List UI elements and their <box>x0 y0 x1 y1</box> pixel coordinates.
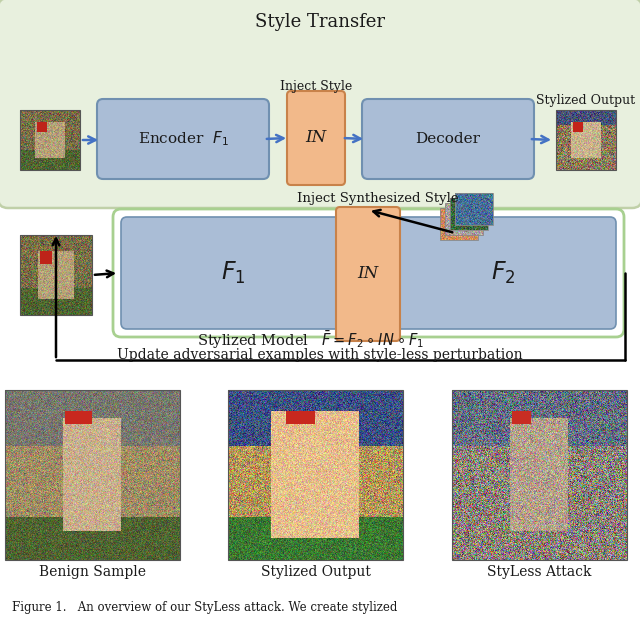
Bar <box>450 198 488 230</box>
Text: Encoder  $\mathit{F}_1$: Encoder $\mathit{F}_1$ <box>138 129 228 148</box>
Text: IN: IN <box>305 129 326 146</box>
Text: Update adversarial examples with style-less perturbation: Update adversarial examples with style-l… <box>117 348 523 362</box>
Text: StyLess Attack: StyLess Attack <box>487 565 592 579</box>
Bar <box>452 390 627 560</box>
Bar <box>445 203 483 235</box>
Text: IN: IN <box>357 266 379 283</box>
Text: Style Transfer: Style Transfer <box>255 13 385 31</box>
FancyBboxPatch shape <box>97 99 269 179</box>
Bar <box>228 390 403 560</box>
Text: Inject Style: Inject Style <box>280 80 352 93</box>
FancyBboxPatch shape <box>287 91 345 185</box>
Text: Benign Sample: Benign Sample <box>39 565 146 579</box>
Text: Decoder: Decoder <box>415 132 481 146</box>
Bar <box>20 235 92 315</box>
Bar <box>20 110 80 170</box>
Text: $\mathit{F}_2$: $\mathit{F}_2$ <box>491 260 515 286</box>
FancyBboxPatch shape <box>0 0 640 208</box>
FancyBboxPatch shape <box>121 217 616 329</box>
Text: Stylized Model   $\bar{F} = F_2 \circ \mathit{IN} \circ F_1$: Stylized Model $\bar{F} = F_2 \circ \mat… <box>196 329 424 351</box>
Text: Inject Synthesized Style: Inject Synthesized Style <box>297 192 459 205</box>
Bar <box>556 110 616 170</box>
Text: Stylized Output: Stylized Output <box>536 94 636 107</box>
Text: $\mathit{F}_1$: $\mathit{F}_1$ <box>221 260 246 286</box>
Text: Figure 1.   An overview of our StyLess attack. We create stylized: Figure 1. An overview of our StyLess att… <box>12 601 397 614</box>
Bar <box>5 390 180 560</box>
Bar <box>440 208 478 240</box>
FancyBboxPatch shape <box>336 207 400 341</box>
Bar <box>455 193 493 225</box>
FancyBboxPatch shape <box>362 99 534 179</box>
Text: Stylized Output: Stylized Output <box>260 565 371 579</box>
